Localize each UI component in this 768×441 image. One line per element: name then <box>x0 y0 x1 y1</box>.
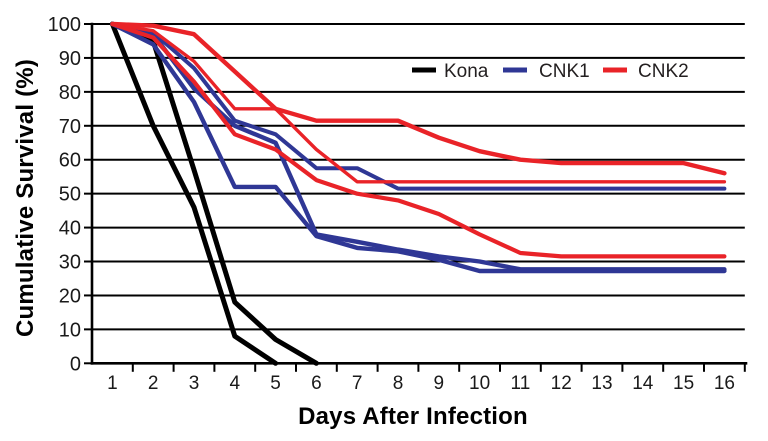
y-tick-label-20: 20 <box>59 285 81 307</box>
legend-label-cnk2: CNK2 <box>638 61 689 82</box>
x-tick-label-10: 10 <box>469 373 490 394</box>
y-tick-label-70: 70 <box>59 116 81 138</box>
x-tick-label-12: 12 <box>551 373 572 394</box>
x-tick-label-6: 6 <box>311 373 322 394</box>
x-tick-label-7: 7 <box>352 373 363 394</box>
legend-item-kona: Kona <box>412 61 489 82</box>
y-tick-label-60: 60 <box>59 150 81 172</box>
x-axis-title: Days After Infection <box>298 403 528 430</box>
x-tick-label-13: 13 <box>591 373 612 394</box>
series-line-cnk1-rep1 <box>110 22 727 191</box>
x-tick-label-9: 9 <box>434 373 445 394</box>
y-tick-label-100: 100 <box>48 14 81 36</box>
legend-label-cnk1: CNK1 <box>539 61 590 82</box>
y-tick-label-80: 80 <box>59 82 81 104</box>
legend-item-cnk2: CNK2 <box>603 61 689 82</box>
series-line-cnk2-rep1 <box>110 21 727 176</box>
y-axis-title: Cumulative Survival (%) <box>12 59 39 337</box>
x-tick-label-8: 8 <box>393 373 404 394</box>
y-tick-label-40: 40 <box>59 218 81 240</box>
series-line-kona-rep2 <box>109 21 319 366</box>
y-tick-label-90: 90 <box>59 48 81 70</box>
x-tick-label-3: 3 <box>189 373 200 394</box>
x-tick-label-16: 16 <box>714 373 735 394</box>
x-tick-labels: 1 2 3 4 5 6 7 8 9 10 11 12 13 14 15 16 <box>107 373 735 394</box>
x-tick-label-14: 14 <box>632 373 654 394</box>
legend: Kona CNK1 CNK2 <box>412 61 689 82</box>
series-line-cnk2-rep2 <box>110 22 727 184</box>
legend-item-cnk1: CNK1 <box>503 61 590 82</box>
x-tick-label-15: 15 <box>673 373 694 394</box>
x-tick-label-5: 5 <box>270 373 281 394</box>
y-tick-label-0: 0 <box>70 353 81 375</box>
y-tick-label-10: 10 <box>59 319 81 341</box>
x-tick-label-11: 11 <box>511 373 531 394</box>
axes <box>84 22 748 372</box>
x-tick-label-4: 4 <box>230 373 241 394</box>
legend-label-kona: Kona <box>444 61 489 82</box>
x-tick-label-1: 1 <box>107 373 118 394</box>
series-line-cnk2-rep3 <box>110 21 727 259</box>
y-tick-labels: 0 10 20 30 40 50 60 70 80 90 100 <box>48 14 81 375</box>
y-tick-label-30: 30 <box>59 252 81 274</box>
x-tick-label-2: 2 <box>148 373 159 394</box>
y-tick-label-50: 50 <box>59 184 81 206</box>
series-line-kona-rep1 <box>109 21 279 366</box>
series-lines <box>109 21 727 366</box>
series-line-cnk1-rep3 <box>110 21 727 274</box>
